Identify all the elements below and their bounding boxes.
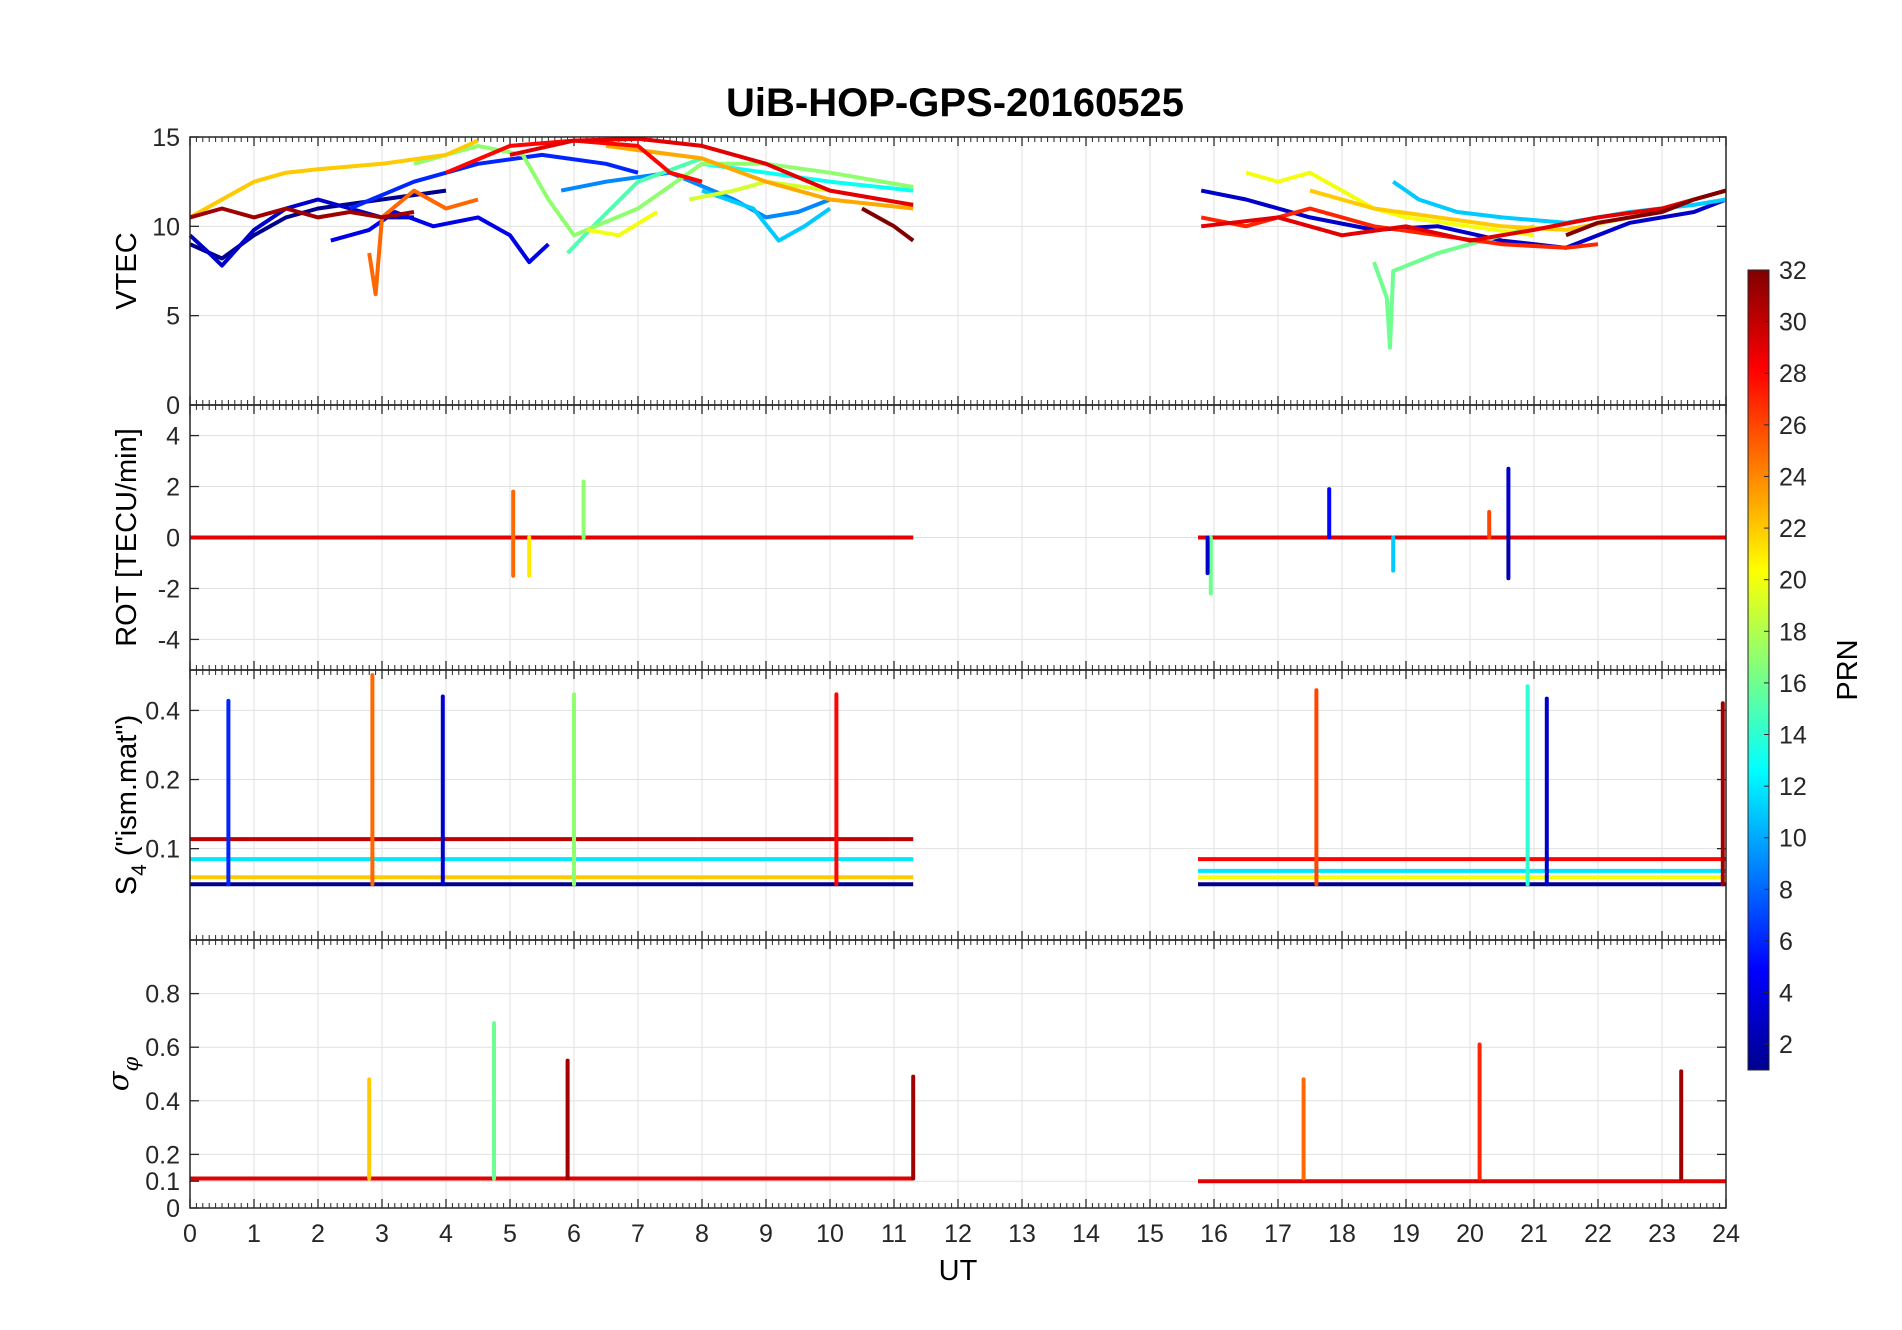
axes-box [189, 939, 1727, 1209]
y-tick-label: 0 [166, 1195, 180, 1223]
prn-20-line [1245, 170, 1535, 238]
y-tick-label: 0.2 [145, 767, 180, 795]
colorbar-label: PRN [1832, 639, 1864, 700]
x-tick-label: 12 [944, 1220, 972, 1248]
colorbar-tick-label: 16 [1779, 670, 1807, 698]
prn-27-line [1200, 206, 1599, 250]
prn-3-line [1200, 188, 1727, 250]
y-tick-label: 0.1 [145, 836, 180, 864]
y-tick-label: 5 [166, 303, 180, 331]
prn-20-line [586, 210, 659, 238]
y-tick-label: -4 [158, 626, 180, 654]
prn-11-line [1392, 180, 1727, 225]
x-tick-label: 23 [1648, 1220, 1676, 1248]
colorbar-tick-label: 26 [1779, 412, 1807, 440]
y-tick-label: -2 [158, 575, 180, 603]
y-axis-label: σφ [101, 1056, 143, 1091]
colorbar-tick-label: 32 [1779, 257, 1807, 285]
y-axis-label: ROT [TECU/min] [111, 428, 143, 647]
x-tick-label: 19 [1392, 1220, 1420, 1248]
prn-9-line [560, 170, 831, 220]
colorbar-tick-label: 2 [1779, 1031, 1793, 1059]
prn-29-line [1200, 188, 1727, 243]
prn-11-line [701, 188, 832, 243]
x-tick-label: 11 [881, 1220, 907, 1248]
prn-15-line [566, 156, 703, 255]
x-tick-label: 16 [1200, 1220, 1228, 1248]
colorbar-tick-label: 8 [1779, 876, 1793, 904]
colorbar-tick-label: 6 [1779, 928, 1793, 956]
prn-25-line [367, 188, 479, 297]
colorbar-tick-label: 30 [1779, 309, 1807, 337]
y-tick-label: 0 [166, 392, 180, 420]
x-tick-label: 20 [1456, 1220, 1484, 1248]
prn-4-line [330, 210, 550, 265]
y-tick-label: 0.8 [145, 981, 180, 1009]
x-tick-label: 18 [1328, 1220, 1356, 1248]
chart-title: UiB-HOP-GPS-20160525 [726, 81, 1184, 125]
prn-29-line [509, 136, 914, 207]
y-tick-label: 0.4 [145, 697, 180, 725]
x-tick-label: 8 [695, 1220, 709, 1248]
x-tick-label: 13 [1008, 1220, 1036, 1248]
prn-31-line [189, 206, 415, 220]
x-tick-label: 3 [375, 1220, 389, 1248]
colorbar-gradient [1747, 269, 1770, 1071]
prn-23-line [605, 143, 914, 211]
x-tick-label: 4 [439, 1220, 453, 1248]
y-tick-label: 0.4 [145, 1088, 180, 1116]
colorbar-tick-label: 20 [1779, 567, 1807, 595]
prn-32-line [861, 206, 915, 243]
prn-1-line [189, 188, 447, 261]
x-tick-label: 9 [759, 1220, 773, 1248]
y-tick-label: 0 [166, 525, 180, 553]
colorbar-tick-label: 14 [1779, 722, 1807, 750]
x-tick-label: 10 [816, 1220, 844, 1248]
y-tick-label: 0.2 [145, 1141, 180, 1169]
x-tick-label: 2 [311, 1220, 325, 1248]
y-tick-label: 4 [166, 423, 180, 451]
panel-vtec: 0 5 10 15 VTEC [111, 124, 1727, 420]
colorbar-tick-label: 28 [1779, 360, 1807, 388]
prn-6-line [349, 152, 639, 211]
x-tick-label: 15 [1136, 1220, 1164, 1248]
x-tick-label: 6 [567, 1220, 581, 1248]
colorbar-tick-label: 12 [1779, 773, 1807, 801]
prn-22-line [189, 138, 479, 220]
prn-32-line [1565, 188, 1727, 238]
x-tick-label: 0 [183, 1220, 197, 1248]
panel-s4: 0.1 0.2 0.4S4 ("ism.mat") [111, 669, 1727, 941]
y-tick-label: 15 [152, 124, 180, 152]
x-tick-label: 17 [1264, 1220, 1292, 1248]
colorbar-tick-label: 4 [1779, 980, 1793, 1008]
y-axis-label: S4 ("ism.mat") [111, 715, 151, 896]
prn-19-line [688, 179, 831, 202]
colorbar-tick-label: 18 [1779, 618, 1807, 646]
x-axis-label: UT [939, 1255, 978, 1287]
prn-28-line [445, 138, 703, 184]
x-tick-label: 24 [1712, 1220, 1740, 1248]
y-axis-label: VTEC [111, 232, 143, 309]
y-tick-label: 0.1 [145, 1168, 180, 1196]
y-tick-label: 0.6 [145, 1034, 180, 1062]
colorbar-tick-label: 24 [1779, 463, 1807, 491]
y-tick-label: 10 [152, 213, 180, 241]
x-tick-label: 14 [1072, 1220, 1100, 1248]
x-tick-label: 21 [1520, 1220, 1548, 1248]
colorbar-tick-label: 22 [1779, 515, 1807, 543]
panel-rot: -4 -2 0 2 4 ROT [TECU/min] [111, 404, 1727, 671]
x-tick-label: 22 [1584, 1220, 1612, 1248]
x-tick-label: 1 [247, 1220, 261, 1248]
panel-sigma_phi: 00.10.2 0.4 0.6 0.8 σφ [101, 939, 1727, 1223]
x-tick-label: 7 [631, 1220, 645, 1248]
colorbar-tick-label: 10 [1779, 825, 1807, 853]
x-tick-label: 5 [503, 1220, 517, 1248]
y-tick-label: 2 [166, 474, 180, 502]
